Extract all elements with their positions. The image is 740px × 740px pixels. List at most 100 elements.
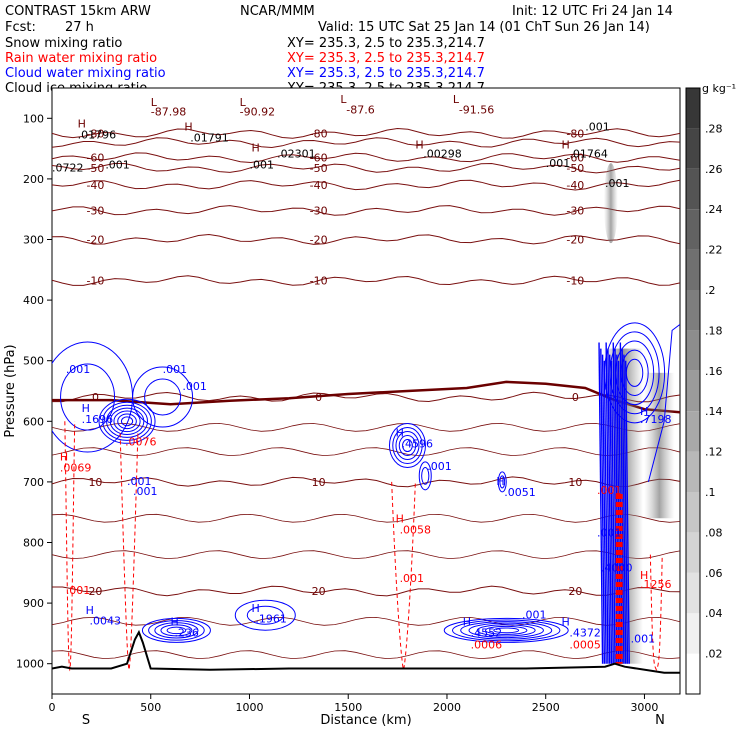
colorbar-tick-label: .18 [705, 324, 723, 337]
isotherm-label: 10 [312, 476, 326, 489]
colorbar-tick-label: .26 [705, 163, 723, 176]
extremum-label: .001 [133, 485, 158, 498]
cloud-water-band [616, 354, 622, 664]
cloud-water-cell [144, 378, 182, 416]
plot-frame [51, 87, 681, 695]
extremum-label: H [86, 604, 94, 617]
extremum-label: H [496, 475, 504, 488]
extremum-label: H [60, 451, 68, 464]
cloud-water-band [598, 342, 604, 664]
isotherm-label: -60 [566, 152, 584, 165]
isotherm--50 [52, 162, 680, 174]
extremum-label: .4000 [601, 562, 633, 575]
snow-shading-far-north [644, 372, 675, 519]
cloud-water-cell [106, 404, 149, 438]
extremum-label: .00298 [423, 148, 462, 161]
extremum-label: .0069 [60, 462, 91, 475]
cloud-water-band [610, 360, 616, 664]
extremum-label: .4596 [402, 437, 434, 450]
field-label-snow: Snow mixing ratio [5, 36, 122, 51]
colorbar-tick-label: .24 [705, 203, 723, 216]
extremum-label: L [453, 93, 460, 106]
isotherm--60 [52, 152, 680, 164]
x-tick-label: 500 [140, 701, 161, 714]
colorbar-tick-label: .08 [705, 526, 723, 539]
y-tick-label: 800 [23, 537, 44, 550]
cloud-water-cell [493, 627, 520, 634]
isotherm-label: -30 [310, 204, 328, 217]
isotherm-minor [52, 513, 680, 523]
cloud-water-cell [120, 416, 134, 427]
extremum-label: .0058 [400, 523, 432, 536]
isotherm-label: -50 [566, 162, 584, 175]
y-tick-label: 700 [23, 476, 44, 489]
init-time: Init: 12 UTC Fri 24 Jan 14 [512, 4, 673, 19]
cloud-water-band [607, 348, 613, 664]
colorbar-swatch [686, 653, 700, 694]
cloud-water-cell [497, 471, 507, 493]
cloud-water-cell [499, 475, 506, 489]
extremum-label: -90.92 [240, 105, 275, 118]
extremum-label: .4372 [569, 626, 601, 639]
isotherm-label: -80 [310, 127, 328, 140]
colorbar-swatch [686, 613, 700, 654]
extremum-label: L [240, 96, 247, 109]
center-name: NCAR/MMM [240, 4, 315, 19]
cloud-water-cell [141, 617, 211, 643]
cloud-water-cell [421, 466, 430, 485]
isotherm-label: -40 [566, 179, 584, 192]
colorbar-swatch [686, 370, 700, 412]
extremum-label: .001 [631, 632, 656, 645]
cloud-water-cell [160, 624, 193, 637]
isotherm-0 [52, 391, 680, 403]
cloud-water-cell [60, 363, 116, 431]
extremum-label: H [640, 405, 648, 418]
extremum-label: H [415, 139, 423, 152]
colorbar-swatch [686, 330, 700, 371]
colorbar-swatch [686, 168, 700, 210]
extremum-label: .0006 [471, 639, 503, 652]
isotherm-label: -10 [310, 275, 328, 288]
extremum-label: .01764 [569, 148, 608, 161]
isotherm-minor [52, 550, 680, 560]
extremum-label: H [251, 602, 259, 615]
field-xy-cloud-water: XY= 235.3, 2.5 to 235.3,214.7 [287, 66, 485, 81]
extremum-label: -87.6 [346, 103, 374, 116]
fcst-label: Fcst: [5, 20, 36, 35]
extremum-label: .0051 [504, 486, 536, 499]
annotation-layer: H.01796L-87.98L-90.92L-87.6L-91.56H.0179… [52, 93, 672, 651]
extremum-label: H [82, 402, 90, 415]
extremum-label: .001 [163, 363, 188, 376]
cloud-water-band [623, 354, 629, 664]
isotherm-label: 0 [572, 391, 579, 404]
extremum-label: .001 [597, 526, 622, 539]
extremum-label: H [396, 426, 404, 439]
cloud-water-band [601, 354, 607, 664]
isotherm-label: 20 [568, 585, 582, 598]
colorbar-swatch [686, 411, 700, 452]
cloud-water-cell [485, 625, 528, 635]
isotherm-label: -10 [86, 275, 104, 288]
y-tick-label: 1000 [16, 658, 44, 671]
cloud-water-cell [460, 621, 553, 640]
colorbar-tick-label: .16 [705, 365, 723, 378]
colorbar-swatch [686, 572, 700, 614]
south-label: S [82, 713, 90, 728]
x-tick-label: 1500 [334, 701, 362, 714]
fcst-value: 27 h [65, 20, 94, 35]
extremum-label: .01796 [78, 128, 117, 141]
colorbar-swatch [686, 249, 700, 290]
extremum-label: -91.56 [459, 103, 494, 116]
cloud-water-cell [402, 439, 413, 453]
colorbar-swatch [686, 492, 700, 533]
cloud-water-cell [148, 620, 205, 641]
isotherm-label: 0 [92, 391, 99, 404]
isotherm-label: -20 [310, 234, 328, 247]
extremum-label: .0005 [569, 639, 601, 652]
field-xy-snow: XY= 235.3, 2.5 to 235.3,214.7 [287, 36, 485, 51]
cloud-water-cell [154, 622, 199, 639]
plot-area: -80 -80 -80-60 -60 -60-50 -50 -50-40 -40 -40-30-… [52, 127, 680, 674]
cloud-water-cell [395, 431, 420, 461]
cloud-ice-plume [603, 163, 618, 244]
cloud-water-edge [647, 323, 680, 483]
